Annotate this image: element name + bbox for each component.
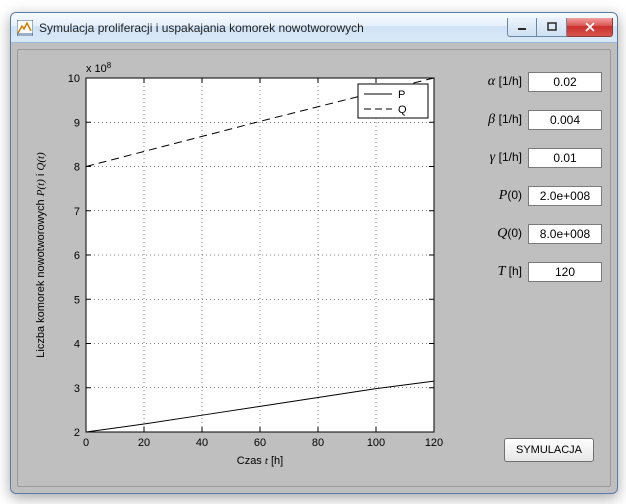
window-title: Symulacja proliferacji i uspakajania kom… [39, 21, 507, 35]
client-area: 0 20 40 60 80 100 120 2 3 4 5 6 7 8 9 10 x 108 Czas t [h]… [17, 49, 611, 487]
simulate-button[interactable]: SYMULACJA [504, 438, 594, 462]
svg-text:Q: Q [398, 104, 407, 116]
svg-text:Liczba komorek nowotworowych P: Liczba komorek nowotworowych P(t) i Q(t) [35, 152, 47, 358]
beta-label: β [1/h] [488, 112, 522, 128]
svg-text:40: 40 [196, 437, 208, 449]
line-chart: 0 20 40 60 80 100 120 2 3 4 5 6 7 8 9 10 x 108 Czas t [h]… [26, 54, 446, 478]
param-gamma: γ [1/h] [452, 146, 602, 170]
chart-area: 0 20 40 60 80 100 120 2 3 4 5 6 7 8 9 10 x 108 Czas t [h]… [26, 54, 446, 478]
q0-input[interactable] [528, 224, 602, 244]
T-label: T [h] [498, 264, 522, 280]
svg-text:Czas t [h]: Czas t [h] [237, 455, 283, 467]
svg-text:10: 10 [68, 73, 80, 85]
svg-text:2: 2 [74, 427, 80, 439]
svg-text:P: P [398, 89, 405, 101]
svg-text:9: 9 [74, 117, 80, 129]
gamma-label: γ [1/h] [490, 150, 522, 166]
svg-text:7: 7 [74, 206, 80, 218]
svg-text:20: 20 [138, 437, 150, 449]
q0-label: Q(0) [497, 226, 522, 242]
window-controls [507, 18, 613, 37]
param-T: T [h] [452, 260, 602, 284]
gamma-input[interactable] [528, 148, 602, 168]
T-input[interactable] [528, 262, 602, 282]
svg-text:80: 80 [312, 437, 324, 449]
svg-text:6: 6 [74, 250, 80, 262]
beta-input[interactable] [528, 110, 602, 130]
app-window: Symulacja proliferacji i uspakajania kom… [10, 12, 618, 494]
param-alpha: α [1/h] [452, 70, 602, 94]
close-button[interactable] [567, 18, 613, 37]
alpha-label: α [1/h] [488, 74, 522, 90]
param-beta: β [1/h] [452, 108, 602, 132]
svg-text:3: 3 [74, 383, 80, 395]
p0-label: P(0) [499, 188, 522, 204]
svg-text:0: 0 [83, 437, 89, 449]
p0-input[interactable] [528, 186, 602, 206]
maximize-button[interactable] [537, 18, 567, 37]
svg-text:4: 4 [74, 339, 80, 351]
svg-text:100: 100 [367, 437, 385, 449]
app-icon [17, 20, 33, 36]
svg-text:x 108: x 108 [86, 61, 112, 75]
svg-text:120: 120 [425, 437, 443, 449]
param-p0: P(0) [452, 184, 602, 208]
alpha-input[interactable] [528, 72, 602, 92]
param-q0: Q(0) [452, 222, 602, 246]
title-bar: Symulacja proliferacji i uspakajania kom… [11, 13, 617, 43]
svg-text:5: 5 [74, 294, 80, 306]
svg-text:8: 8 [74, 162, 80, 174]
minimize-button[interactable] [507, 18, 537, 37]
parameters-panel: α [1/h] β [1/h] γ [1/h] [452, 70, 602, 298]
svg-text:60: 60 [254, 437, 266, 449]
